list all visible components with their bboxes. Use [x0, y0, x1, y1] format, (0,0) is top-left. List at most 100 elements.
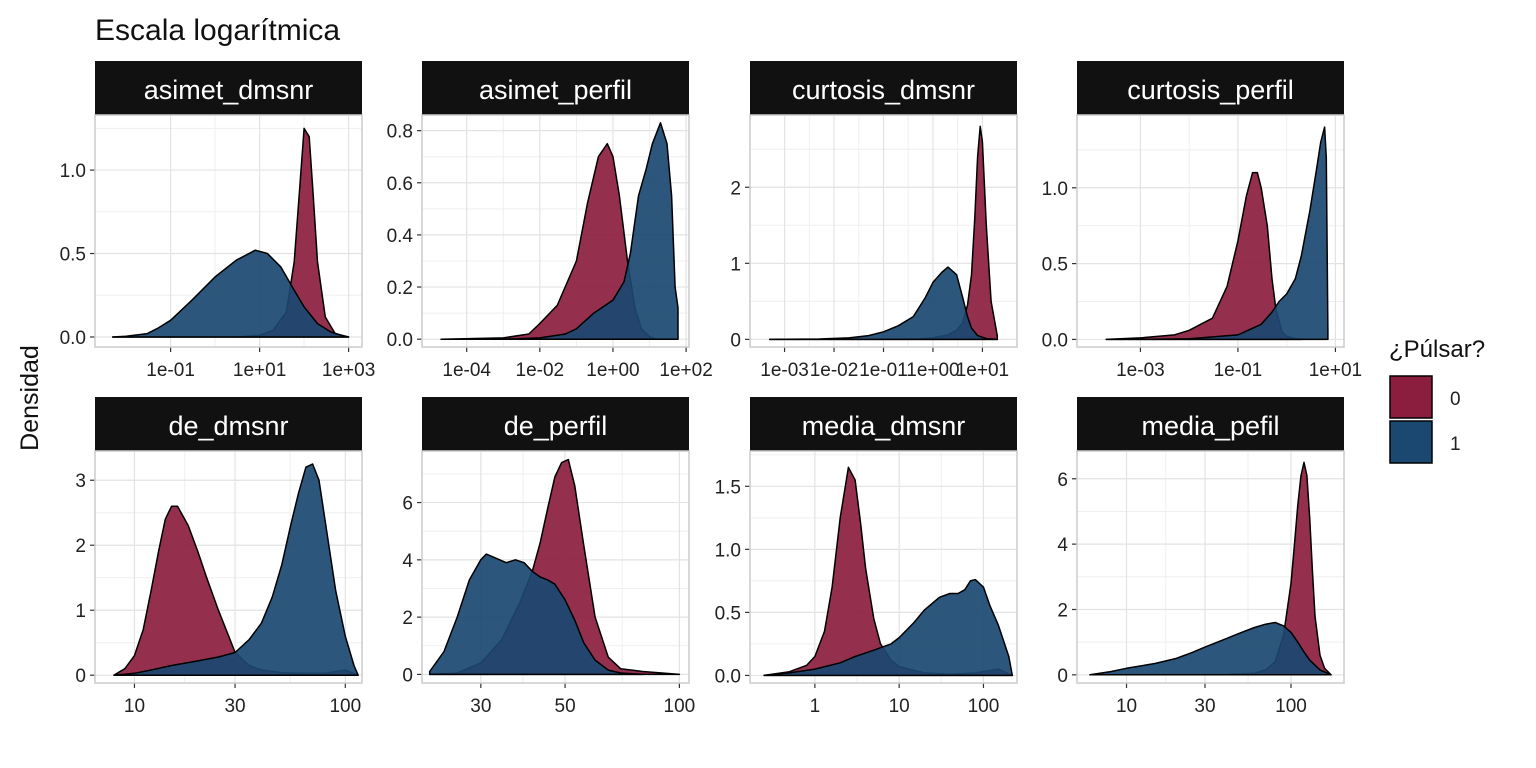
x-tick-label: 1e+00	[586, 360, 639, 381]
panel-border	[1076, 450, 1345, 684]
panel-border	[749, 114, 1018, 348]
x-tick-label: 1e+01	[1309, 360, 1362, 381]
panel-media-pefil: media_pefil 10 30 100 0 2 4 6	[1057, 397, 1345, 717]
density-area-1	[113, 463, 359, 676]
y-tick-label: 4	[402, 551, 413, 572]
panel-asimet-dmsnr: asimet_dmsnr 1e-01 1e+01 1e+03 0.0 0.5 1.0	[60, 61, 375, 381]
x-tick-label: 1e-04	[442, 360, 491, 381]
y-tick-label: 0	[75, 666, 86, 687]
x-tick-label: 1e+01	[956, 360, 1009, 381]
x-tick-label: 100	[329, 696, 361, 717]
x-tick-label: 1	[810, 696, 821, 717]
panel-strip-title: media_dmsnr	[802, 411, 966, 441]
panel-strip-title: media_pefil	[1141, 411, 1279, 441]
x-tick-label: 1e-01	[146, 360, 195, 381]
density-area-1	[763, 578, 1014, 677]
y-tick-label: 0.0	[60, 328, 86, 349]
legend-label-1: 1	[1450, 434, 1461, 455]
y-tick-label: 0.0	[387, 330, 413, 351]
x-tick-label: 1e-02	[516, 360, 565, 381]
panel-border	[421, 114, 690, 348]
y-tick-label: 1.0	[1042, 179, 1068, 200]
y-tick-label: 1	[75, 601, 86, 622]
y-tick-label: 0.2	[387, 278, 413, 299]
x-tick-label: 1e-03	[760, 360, 809, 381]
panel-border	[421, 450, 690, 684]
y-tick-label: 0.0	[1042, 330, 1068, 351]
x-tick-label: 1e-01	[859, 360, 908, 381]
y-tick-label: 0.5	[60, 245, 86, 266]
density-area-1	[111, 249, 350, 338]
panel-border	[94, 114, 363, 348]
panel-strip-title: asimet_dmsnr	[144, 75, 314, 105]
y-tick-label: 2	[730, 178, 741, 199]
y-tick-label: 0.8	[387, 122, 413, 143]
panel-curtosis-perfil: curtosis_perfil 1e-03 1e-01 1e+01 0.0 0.5 1.0	[1042, 61, 1362, 381]
panel-strip	[1077, 61, 1344, 115]
y-tick-label: 2	[402, 608, 413, 629]
x-tick-label: 1e+00	[906, 360, 959, 381]
legend: ¿Púlsar? 0 1	[1389, 336, 1485, 464]
y-tick-label: 1.5	[715, 477, 741, 498]
panel-strip-title: de_perfil	[504, 411, 608, 441]
y-tick-label: 0.0	[715, 666, 741, 687]
x-tick-label: 10	[889, 696, 910, 717]
legend-swatch-0	[1389, 375, 1433, 419]
y-tick-label: 0	[402, 665, 413, 686]
x-tick-label: 30	[224, 696, 245, 717]
panel-strip-title: asimet_perfil	[479, 75, 632, 105]
y-tick-label: 2	[75, 536, 86, 557]
y-tick-label: 4	[1057, 535, 1068, 556]
y-tick-label: 2	[1057, 600, 1068, 621]
panel-de-perfil: de_perfil 30 50 100 0 2 4 6	[402, 397, 695, 717]
density-area-1	[1089, 621, 1332, 676]
x-tick-label: 1e-02	[810, 360, 859, 381]
panel-media-dmsnr: media_dmsnr 1 10 100 0.0 0.5 1.0 1.5	[715, 397, 1018, 717]
y-tick-label: 6	[1057, 470, 1068, 491]
y-tick-label: 1.0	[60, 161, 86, 182]
density-area-1	[440, 122, 679, 340]
y-tick-label: 1	[730, 254, 741, 275]
y-tick-label: 1.0	[715, 540, 741, 561]
panel-strip	[95, 397, 362, 451]
density-area-1	[1105, 126, 1329, 341]
y-tick-label: 0.6	[387, 174, 413, 195]
x-tick-label: 30	[470, 696, 491, 717]
y-tick-label: 3	[75, 471, 86, 492]
panel-border	[1076, 114, 1345, 348]
panel-strip-title: de_dmsnr	[168, 411, 288, 441]
panel-strip	[95, 61, 362, 115]
panel-de-dmsnr: de_dmsnr 10 30 100 0 1 2 3	[75, 397, 363, 717]
y-tick-label: 0.5	[1042, 255, 1068, 276]
panel-strip	[422, 61, 689, 115]
x-tick-label: 1e+03	[322, 360, 375, 381]
panel-asimet-perfil: asimet_perfil 1e-04 1e-02 1e+00 1e+02 0.0 0.2 0…	[387, 61, 713, 381]
panel-strip	[750, 61, 1017, 115]
x-tick-label: 100	[664, 696, 696, 717]
x-tick-label: 1e+01	[233, 360, 286, 381]
density-area-1	[768, 266, 999, 341]
panel-strip	[1077, 397, 1344, 451]
legend-title: ¿Púlsar?	[1389, 336, 1485, 363]
panel-strip-title: curtosis_dmsnr	[792, 75, 975, 105]
panel-strip-title: curtosis_perfil	[1127, 75, 1294, 105]
panel-strip	[422, 397, 689, 451]
x-tick-label: 1e-03	[1116, 360, 1165, 381]
density-area-1	[428, 553, 644, 676]
x-tick-label: 30	[1194, 696, 1215, 717]
y-tick-label: 0.5	[715, 603, 741, 624]
y-tick-label: 0.4	[387, 226, 414, 247]
panel-strip	[750, 397, 1017, 451]
y-tick-label: 0	[730, 330, 741, 351]
x-tick-label: 10	[1116, 696, 1137, 717]
panel-border	[749, 450, 1018, 684]
x-tick-label: 10	[124, 696, 145, 717]
chart-title: Escala logarítmica	[95, 14, 340, 47]
y-axis-title: Densidad	[16, 345, 44, 451]
x-tick-label: 1e+02	[659, 360, 712, 381]
y-tick-label: 6	[402, 494, 413, 515]
legend-label-0: 0	[1450, 389, 1461, 410]
